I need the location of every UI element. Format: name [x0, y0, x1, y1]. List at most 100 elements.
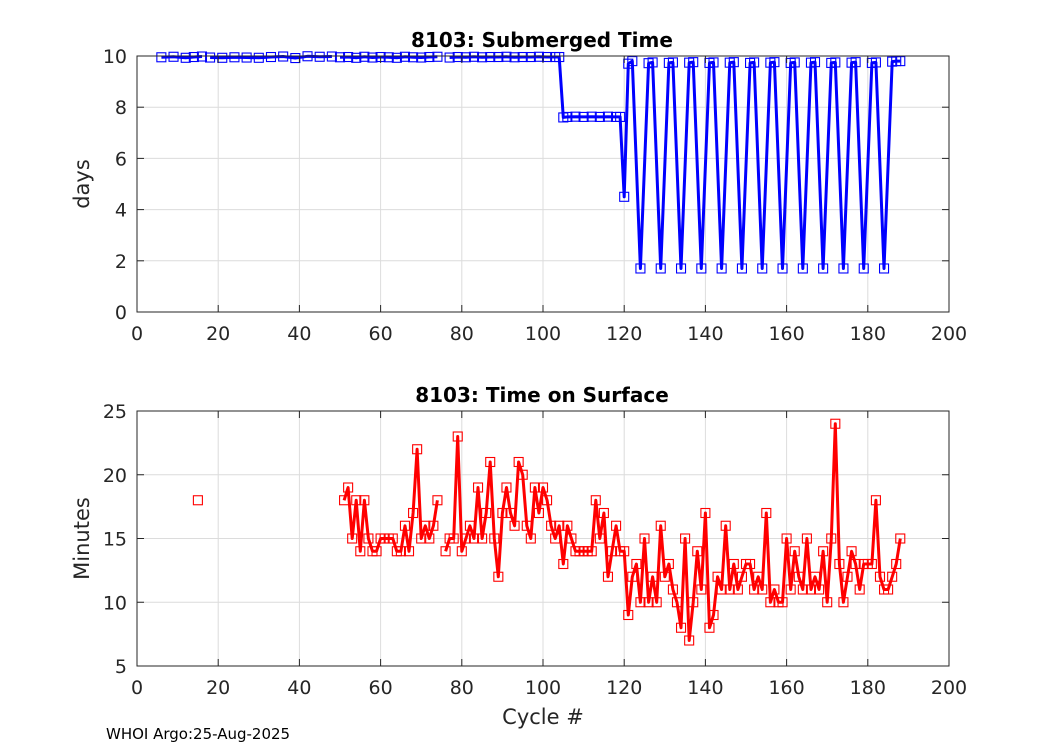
data-point — [387, 533, 398, 544]
y-tick-label: 10 — [103, 592, 127, 614]
data-point — [805, 584, 817, 595]
data-point — [448, 533, 459, 544]
data-point — [745, 558, 756, 570]
data-point — [895, 56, 906, 67]
data-point — [229, 52, 240, 63]
x-tick-label: 60 — [369, 677, 393, 699]
data-point — [456, 546, 467, 557]
data-point — [712, 571, 723, 582]
data-point — [866, 558, 877, 570]
x-tick-label: 20 — [206, 323, 230, 345]
data-point — [594, 533, 605, 544]
data-point — [728, 57, 739, 68]
data-point — [704, 622, 715, 633]
data-point — [627, 571, 638, 582]
data-point — [420, 520, 431, 531]
data-point — [477, 533, 488, 544]
data-point — [452, 431, 463, 442]
data-point — [818, 546, 829, 557]
series-line — [339, 55, 438, 60]
data-point — [367, 52, 378, 63]
data-point — [562, 111, 573, 122]
x-tick-label: 40 — [287, 677, 311, 699]
data-point — [716, 263, 727, 274]
data-point — [408, 52, 419, 63]
data-point — [736, 263, 747, 274]
data-point — [598, 507, 609, 519]
data-point — [651, 597, 662, 608]
data-point — [887, 571, 898, 582]
y-tick-label: 5 — [115, 656, 127, 678]
data-point — [432, 51, 443, 62]
y-tick-label: 8 — [115, 97, 127, 119]
data-point — [521, 520, 532, 531]
data-point — [546, 520, 557, 531]
data-point — [895, 533, 906, 544]
data-point — [602, 571, 614, 582]
data-point — [606, 546, 618, 557]
x-tick-label: 200 — [931, 677, 967, 699]
data-point — [468, 51, 480, 62]
data-point — [525, 533, 536, 544]
data-point — [789, 57, 800, 68]
data-point — [334, 52, 346, 63]
x-axis-label: Cycle # — [502, 705, 584, 729]
data-point — [464, 520, 475, 531]
x-tick-label: 60 — [369, 323, 393, 345]
data-point — [611, 520, 622, 531]
y-axis-label: days — [70, 159, 94, 209]
data-point — [395, 546, 406, 557]
data-point — [793, 571, 804, 582]
data-point — [842, 571, 853, 582]
data-point — [196, 51, 208, 62]
data-point — [635, 597, 646, 608]
data-point — [578, 111, 589, 122]
data-point — [408, 507, 419, 519]
x-tick-label: 80 — [450, 323, 474, 345]
data-point — [671, 597, 683, 608]
data-point — [777, 263, 788, 274]
data-point — [594, 111, 605, 122]
data-point — [765, 597, 776, 608]
data-point — [643, 597, 654, 608]
data-point — [326, 51, 337, 62]
data-point — [533, 507, 544, 519]
data-point — [675, 622, 687, 633]
data-point — [412, 444, 423, 455]
data-point — [720, 520, 731, 531]
y-tick-label: 10 — [103, 46, 127, 68]
data-point — [525, 51, 536, 63]
x-tick-label: 160 — [768, 323, 804, 345]
data-point — [444, 52, 455, 63]
chart-title: 8103: Submerged Time — [411, 28, 673, 52]
data-point — [493, 51, 504, 63]
x-tick-label: 140 — [687, 677, 723, 699]
data-point — [460, 533, 471, 544]
data-point — [809, 571, 821, 582]
data-point — [631, 558, 642, 570]
data-point — [757, 263, 768, 274]
data-point — [586, 546, 597, 557]
data-point — [542, 495, 553, 506]
x-tick-label: 20 — [206, 677, 230, 699]
data-point — [497, 507, 508, 519]
data-point — [854, 584, 865, 595]
data-point — [192, 495, 203, 506]
data-point — [180, 52, 191, 63]
data-point — [205, 52, 216, 63]
x-tick-label: 180 — [850, 677, 886, 699]
data-point — [619, 546, 630, 557]
y-tick-label: 25 — [103, 401, 127, 423]
data-point — [769, 57, 780, 68]
data-point — [688, 57, 699, 68]
x-tick-label: 140 — [687, 323, 723, 345]
y-axis-label: Minutes — [70, 497, 94, 580]
data-point — [850, 558, 861, 570]
data-point — [509, 520, 520, 531]
data-point — [716, 584, 727, 595]
data-point — [505, 507, 516, 519]
data-point — [570, 111, 581, 122]
data-point — [399, 51, 411, 62]
data-point — [424, 51, 435, 63]
data-point — [501, 51, 512, 62]
